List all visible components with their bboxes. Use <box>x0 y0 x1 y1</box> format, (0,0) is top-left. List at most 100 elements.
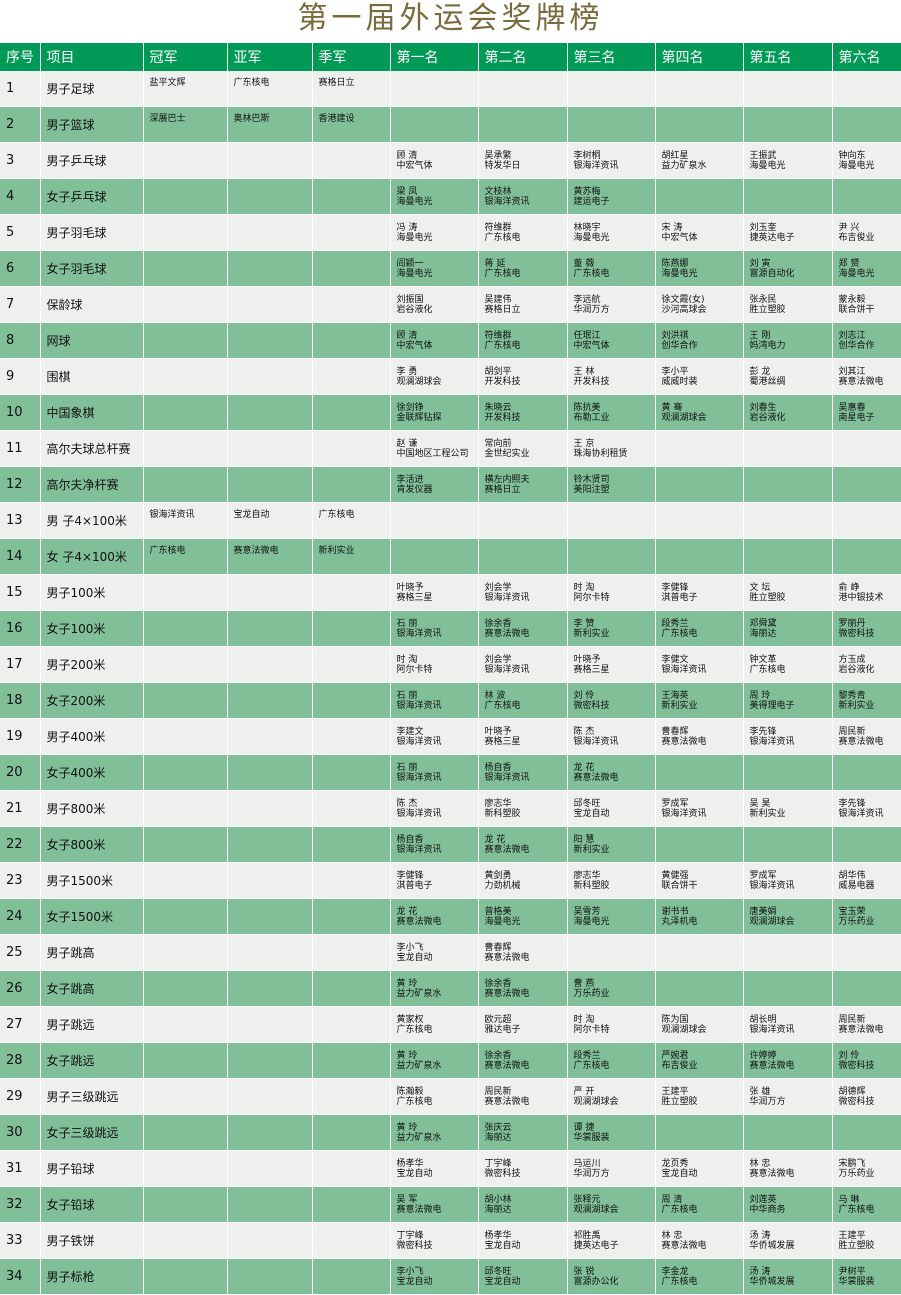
runner-up: 赛意法微电 <box>227 538 313 575</box>
column-header: 季军 <box>312 43 391 71</box>
athlete-name: 丁宇峰 <box>396 1230 424 1241</box>
team-name: 广东核电 <box>838 1204 875 1215</box>
third-place <box>312 754 391 791</box>
place-2: 周民新 赛意法微电 <box>478 1078 568 1115</box>
team-name: 宝龙自动 <box>396 1168 433 1179</box>
table-row: 13 男 子4×100米 银海洋资讯 宝龙自动 广东核电 <box>0 502 901 539</box>
event-name: 男子100米 <box>40 574 144 611</box>
event-name: 女子羽毛球 <box>40 250 144 287</box>
team-name: 建运电子 <box>573 196 610 207</box>
place-2: 吴建伟 赛格日立 <box>478 286 568 323</box>
team-name: 赛意法微电 <box>484 1096 530 1107</box>
table-row: 14 女 子4×100米 广东核电 赛意法微电 新利实业 <box>0 538 901 575</box>
team-name: 岩谷液化 <box>749 412 786 423</box>
place-4: 段秀兰 广东核电 <box>655 610 744 647</box>
third-place <box>312 1150 391 1187</box>
team-name: 赛格三星 <box>484 736 521 747</box>
athlete-name: 林 忠 <box>749 1158 771 1169</box>
runner-up <box>227 970 313 1007</box>
place-6: 马 琳广东核电 <box>832 1186 901 1223</box>
place-1: 赵 谦中国地区工程公司 <box>390 430 479 467</box>
third-place <box>312 1186 391 1223</box>
place-3 <box>567 502 656 539</box>
place-5: 刘玉奎 捷英达电子 <box>743 214 833 251</box>
table-row: 28 女子跳远黄 玲益力矿泉水 徐余香 赛意法微电 段秀兰 广东核电 严婉君 布吉俊业 许婷婷赛… <box>0 1042 901 1079</box>
place-3: 任珉江 中宏气体 <box>567 322 656 359</box>
place-1: 阎颖一 海曼电光 <box>390 250 479 287</box>
third-place <box>312 394 391 431</box>
athlete-name: 徐文霞(女) <box>661 294 705 305</box>
table-row: 24 女子1500米龙 花赛意法微电 曾格美 海曼电光 吴雪芳 海曼电光 谢书书 丸泽机电 唐美… <box>0 898 901 935</box>
third-place <box>312 142 391 179</box>
team-name: 益力矿泉水 <box>661 160 707 171</box>
athlete-name: 文 坛 <box>749 582 771 593</box>
place-5: 刘春生 岩谷液化 <box>743 394 833 431</box>
row-number: 29 <box>0 1078 41 1115</box>
place-4 <box>655 1114 744 1151</box>
place-4: 李健锋 淇普电子 <box>655 574 744 611</box>
row-number: 5 <box>0 214 41 251</box>
place-6 <box>832 538 901 575</box>
team-name: 赛意法微电 <box>484 844 530 855</box>
place-5: 彭 龙蜀港丝绸 <box>743 358 833 395</box>
team-name: 微密科技 <box>573 700 610 711</box>
place-3: 刘 伶微密科技 <box>567 682 656 719</box>
athlete-name: 林晓宇 <box>573 222 601 233</box>
event-name: 女子三级跳远 <box>40 1114 144 1151</box>
team-name: 广东核电 <box>661 628 698 639</box>
place-1: 顾 清中宏气体 <box>390 142 479 179</box>
place-1: 李建文 银海洋资讯 <box>390 718 479 755</box>
team-name: 观澜湖球会 <box>396 376 442 387</box>
place-6: 罗丽丹 微密科技 <box>832 610 901 647</box>
column-header: 序号 <box>0 43 41 71</box>
place-4: 李小平 威威时装 <box>655 358 744 395</box>
champion <box>143 718 228 755</box>
athlete-name: 黄 骞 <box>661 402 683 413</box>
place-2: 林 波广东核电 <box>478 682 568 719</box>
third-place <box>312 898 391 935</box>
athlete-name: 严婉君 <box>661 1050 689 1061</box>
team-name: 万乐药业 <box>838 1168 875 1179</box>
column-header: 第五名 <box>743 43 833 71</box>
place-5: 罗成军 银海洋资讯 <box>743 862 833 899</box>
place-2: 徐余香 赛意法微电 <box>478 970 568 1007</box>
table-row: 32 女子铅球吴 军赛意法微电 胡小林 海丽达 张释元 观澜湖球会周 清广东核电 刘莲英 中华… <box>0 1186 901 1223</box>
event-name: 男子标枪 <box>40 1258 144 1295</box>
team-name: 万乐药业 <box>573 988 610 999</box>
team-name: 观澜湖球会 <box>573 1096 619 1107</box>
row-number: 24 <box>0 898 41 935</box>
place-6: 刘其江 赛意法微电 <box>832 358 901 395</box>
table-row: 30 女子三级跳远黄 玲益力矿泉水 张庆云 海丽达谭 捷华裳服装 <box>0 1114 901 1151</box>
athlete-name: 胡长明 <box>749 1014 777 1025</box>
event-name: 男子铅球 <box>40 1150 144 1187</box>
team-name: 丸泽机电 <box>661 916 698 927</box>
place-6: 周民新 赛意法微电 <box>832 718 901 755</box>
place-3: 林晓宇 海曼电光 <box>567 214 656 251</box>
team-name: 开发科技 <box>484 412 521 423</box>
team-name: 观澜湖球会 <box>573 1204 619 1215</box>
team-name: 海丽达 <box>484 1204 512 1215</box>
athlete-name: 刘其江 <box>838 366 866 377</box>
place-2: 曹春辉 赛意法微电 <box>478 934 568 971</box>
team-name: 益力矿泉水 <box>396 1132 442 1143</box>
athlete-name: 刘 伶 <box>573 690 595 701</box>
event-name: 男子羽毛球 <box>40 214 144 251</box>
third-place: 新利实业 <box>312 538 391 575</box>
champion <box>143 178 228 215</box>
team-name: 布吉俊业 <box>838 232 875 243</box>
event-name: 网球 <box>40 322 144 359</box>
team-name: 淇普电子 <box>661 592 698 603</box>
place-5: 张永民 胜立塑胶 <box>743 286 833 323</box>
team-name: 微密科技 <box>838 1060 875 1071</box>
team-name: 赛意法微电 <box>838 376 884 387</box>
team-name: 胜立塑胶 <box>749 304 786 315</box>
place-2: 张庆云 海丽达 <box>478 1114 568 1151</box>
event-name: 女子铅球 <box>40 1186 144 1223</box>
athlete-name: 曹春辉 <box>661 726 689 737</box>
place-3: 曹 燕万乐药业 <box>567 970 656 1007</box>
athlete-name: 李金龙 <box>661 1266 689 1277</box>
champion <box>143 682 228 719</box>
place-6 <box>832 754 901 791</box>
athlete-name: 丁宇峰 <box>484 1158 512 1169</box>
row-number: 11 <box>0 430 41 467</box>
